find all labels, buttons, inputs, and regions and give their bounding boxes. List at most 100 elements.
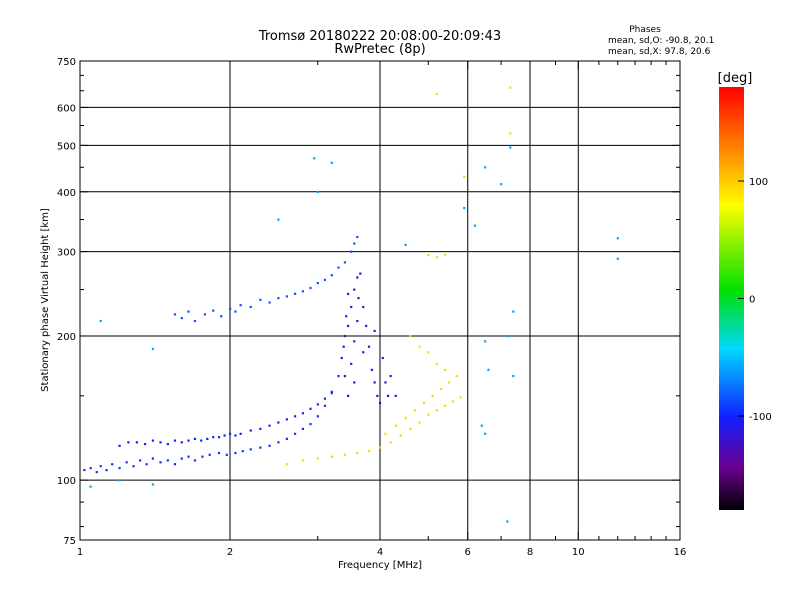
data-point-s3-p5 <box>212 309 215 312</box>
data-point-s4-p23 <box>439 387 443 391</box>
data-point-s3-p22 <box>343 261 347 264</box>
y-tick-label-7: 750 <box>57 57 76 68</box>
data-point-s0-p3 <box>99 465 102 468</box>
data-point-s0-p1 <box>89 467 92 470</box>
data-point-s1-p7 <box>173 439 177 442</box>
data-point-s0-p15 <box>180 457 183 460</box>
data-point-s2-p10 <box>346 394 350 398</box>
data-point-s4-p14 <box>443 404 447 407</box>
stats-x-line: mean, sd,X: 97.8, 20.6 <box>608 47 711 57</box>
data-point-s3-p25 <box>356 235 359 239</box>
data-point-s3-p13 <box>277 297 280 300</box>
data-point-s3-p8 <box>234 310 237 313</box>
data-point-s3-p2 <box>187 310 190 313</box>
data-point-s5-p19 <box>616 257 619 260</box>
data-point-s5-p10 <box>509 146 512 149</box>
data-point-s2-p19 <box>365 324 368 328</box>
data-point-s4-p4 <box>343 453 347 456</box>
data-point-s1-p5 <box>159 441 162 444</box>
data-point-s4-p25 <box>455 374 458 378</box>
data-point-s4-p34 <box>435 92 438 96</box>
x-tick-label-6: 16 <box>674 547 687 558</box>
data-point-s1-p16 <box>229 432 232 435</box>
data-point-s1-p1 <box>127 441 130 444</box>
data-point-s5-p4 <box>330 161 333 164</box>
data-point-s2-p14 <box>357 297 360 300</box>
data-point-s4-p37 <box>463 175 466 178</box>
data-point-s3-p19 <box>323 278 327 281</box>
data-point-s1-p8 <box>180 441 183 444</box>
x-axis-label: Frequency [MHz] <box>338 560 422 571</box>
data-point-s0-p0 <box>83 469 86 472</box>
data-point-s3-p7 <box>229 307 232 310</box>
data-point-s3-p15 <box>293 292 297 295</box>
data-point-s2-p28 <box>386 394 390 398</box>
colorbar-label: [deg] <box>718 71 753 86</box>
data-point-s2-p23 <box>376 394 379 398</box>
grid-layer <box>80 61 680 540</box>
data-point-s2-p24 <box>379 401 382 405</box>
data-point-s2-p2 <box>345 315 348 318</box>
data-point-s4-p13 <box>435 409 438 412</box>
x-tick-label-4: 8 <box>527 547 533 558</box>
data-point-s1-p14 <box>217 436 221 439</box>
data-point-s0-p12 <box>159 461 162 464</box>
data-point-s4-p35 <box>509 86 512 89</box>
data-point-s0-p10 <box>145 463 148 466</box>
data-point-s1-p13 <box>212 436 215 439</box>
data-point-s3-p0 <box>173 313 177 316</box>
data-point-s0-p23 <box>241 450 244 453</box>
data-point-s0-p14 <box>173 463 177 466</box>
data-point-s1-p9 <box>187 439 190 442</box>
data-point-s5-p18 <box>616 237 619 240</box>
data-point-s1-p21 <box>268 424 271 427</box>
x-tick-label-3: 6 <box>465 547 471 558</box>
data-point-s0-p32 <box>316 415 319 418</box>
data-point-s5-p9 <box>500 183 503 186</box>
data-point-s2-p13 <box>356 319 359 323</box>
data-point-s2-p9 <box>356 276 359 279</box>
data-point-s1-p4 <box>151 439 155 442</box>
data-point-s3-p17 <box>309 286 312 290</box>
data-point-s5-p5 <box>316 190 319 193</box>
data-point-s1-p0 <box>118 444 121 447</box>
data-point-s4-p30 <box>443 368 447 371</box>
data-point-s5-p6 <box>404 243 407 246</box>
data-point-s3-p14 <box>285 295 288 298</box>
x-tick-label-0: 1 <box>77 547 83 558</box>
data-point-s4-p21 <box>422 401 426 405</box>
y-axis-label: Stationary phase Virtual Height [km] <box>40 208 51 392</box>
data-point-s3-p12 <box>268 301 271 304</box>
data-point-s4-p7 <box>379 446 382 449</box>
data-point-s4-p20 <box>413 409 417 412</box>
data-point-s0-p33 <box>323 404 327 407</box>
chart-subtitle: RwPretec (8p) <box>334 42 425 57</box>
data-point-s1-p26 <box>309 407 312 410</box>
y-tick-label-5: 500 <box>57 141 76 152</box>
x-tick-label-2: 4 <box>377 547 383 558</box>
data-point-s3-p1 <box>180 317 183 320</box>
data-point-s4-p5 <box>356 451 359 455</box>
data-point-s4-p32 <box>435 256 438 259</box>
data-point-s2-p27 <box>384 381 387 384</box>
data-point-s3-p18 <box>316 281 319 285</box>
data-point-s4-p1 <box>301 459 305 462</box>
y-tick-label-6: 600 <box>57 103 76 114</box>
data-point-s2-p21 <box>370 368 373 371</box>
data-point-s2-p5 <box>342 345 345 348</box>
data-point-s5-p12 <box>487 368 490 371</box>
data-point-s3-p9 <box>239 304 242 307</box>
data-point-s2-p25 <box>373 329 376 333</box>
data-points <box>83 86 619 523</box>
data-point-s1-p10 <box>193 437 197 440</box>
data-point-s5-p11 <box>484 340 487 343</box>
data-point-s5-p16 <box>484 432 487 435</box>
data-point-s3-p20 <box>330 274 333 277</box>
colorbar-tick-label-2: -100 <box>749 412 772 423</box>
data-point-s2-p22 <box>373 381 376 384</box>
data-point-s0-p16 <box>187 455 190 458</box>
colorbar-ticks: 100 0 -100 <box>738 177 772 423</box>
data-point-s0-p9 <box>139 459 142 462</box>
data-point-s5-p21 <box>512 310 515 313</box>
